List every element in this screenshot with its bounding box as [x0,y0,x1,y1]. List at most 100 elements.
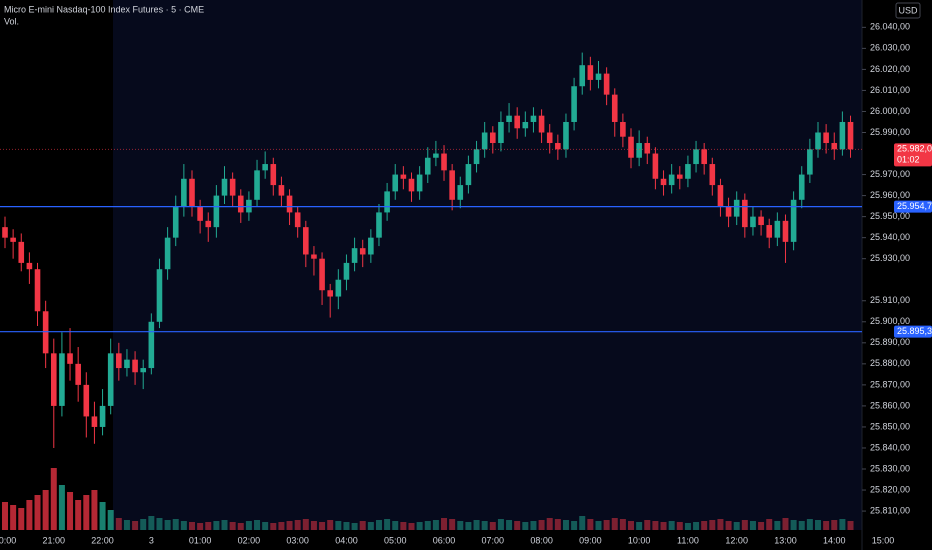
y-tick-label: 25.850,00 [870,421,910,431]
volume-bar [766,519,773,530]
volume-bar [164,520,171,530]
candle-body [75,363,81,385]
volume-bar [351,523,358,530]
candle-body [587,65,594,80]
volume-bar [790,520,797,530]
volume-bar [798,521,805,530]
candle-body [490,132,496,144]
x-tick-label: 20:00 [0,535,16,545]
volume-bar [2,502,8,530]
volume-bar [465,522,472,530]
candle-body [116,353,122,369]
volume-bar [481,521,488,530]
volume-bar [457,521,464,530]
volume-bar [717,519,724,530]
volume-bar [99,502,106,530]
candle-body [579,65,586,87]
y-tick-label: 26.030,00 [870,43,910,53]
currency-box [895,2,921,19]
volume-bar [359,521,366,530]
volume-label: Vol. [4,16,19,26]
candle-body [660,178,667,186]
x-tick-label: 02:00 [238,535,261,545]
candle-body [839,121,846,150]
volume-bar [579,516,586,530]
candle-body [172,206,179,238]
volume-bar [83,495,90,530]
candle-body [99,405,106,427]
countdown: 01:02 [897,155,920,165]
candle-body [449,170,455,200]
candle-body [67,353,73,364]
volume-bar [660,522,667,530]
volume-bar [514,521,521,530]
candle-body [644,143,651,154]
x-tick-label: 10:00 [628,535,651,545]
candle-body [384,191,390,213]
volume-bar [254,520,261,530]
candle-body [140,368,147,373]
volume-bar [416,522,423,530]
candle-body [603,73,610,95]
volume-bar [213,521,220,530]
y-tick-label: 25.910,00 [870,295,910,305]
candle-body [34,269,41,312]
candle-body [701,149,707,165]
candle-body [189,178,195,207]
candle-body [595,73,602,80]
session-background [113,0,862,530]
candle-body [668,174,675,186]
candle-body [59,353,65,406]
candle-body [335,279,342,297]
candle-body [522,121,529,129]
candle-body [742,199,748,228]
candle-body [815,132,821,150]
candle-body [693,149,699,165]
volume-bar [815,520,821,530]
volume-bar [270,523,277,530]
candle-body [538,115,545,133]
x-tick-label: 3 [149,535,154,545]
candle-body [197,206,203,221]
volume-bar [375,520,382,530]
y-tick-label: 26.010,00 [870,85,910,95]
volume-bar [205,522,212,530]
x-tick-label: 12:00 [725,535,748,545]
volume-bar [50,468,57,530]
y-tick-label: 25.890,00 [870,337,910,347]
candle-body [546,132,553,144]
candle-body [717,185,724,207]
volume-bar [156,518,163,530]
volume-bar [497,519,504,530]
volume-bar [668,521,675,530]
x-tick-label: 09:00 [579,535,602,545]
last-price-label: 25.982,00 [897,144,932,154]
candle-body [286,195,293,213]
candle-body [311,254,317,259]
volume-bar [782,518,789,530]
candle-body [148,321,155,369]
volume-bar [42,490,49,530]
volume-bar [432,520,439,530]
candle-body [319,258,325,291]
x-tick-label: 06:00 [433,535,456,545]
volume-bar [197,523,204,530]
volume-bar [34,495,41,530]
candle-body [351,248,358,263]
volume-bar [676,522,683,530]
candle-body [514,115,520,129]
candle-body [750,216,756,228]
volume-bar [172,519,179,530]
volume-bar [221,520,228,530]
candle-body [26,262,33,270]
y-tick-label: 25.860,00 [870,400,910,410]
volume-bar [619,519,626,530]
candle-body [205,220,212,228]
volume-bar [262,522,269,530]
candle-body [636,143,642,158]
y-tick-label: 25.820,00 [870,484,910,494]
volume-bar [758,522,765,530]
volume-bar [67,492,74,530]
volume-bar [571,521,578,530]
candle-body [506,115,512,122]
